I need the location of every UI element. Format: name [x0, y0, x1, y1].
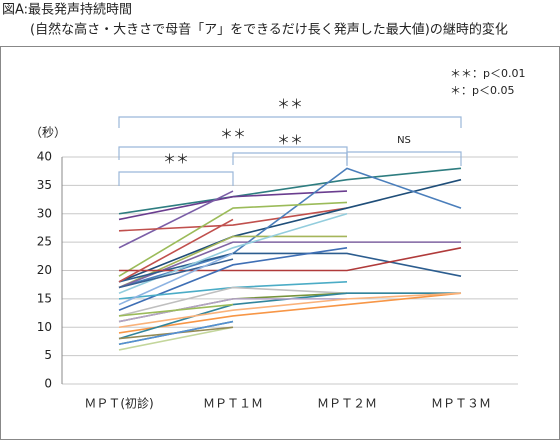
significance-label: NS: [397, 135, 411, 146]
y-tick-label: 25: [37, 235, 52, 249]
x-tick-label: ＭＰＴ２Ｍ: [317, 397, 377, 411]
significance-label: ＊＊: [220, 128, 246, 143]
y-tick-label: 5: [44, 348, 52, 362]
series-line: [118, 218, 234, 283]
chart-frame: [0, 46, 560, 440]
y-tick-label: 15: [37, 291, 52, 305]
series-line: [118, 292, 462, 334]
y-tick-label: 40: [37, 150, 52, 164]
x-tick-label: ＭＰＴ１Ｍ: [203, 397, 263, 411]
y-tick-label: 30: [37, 206, 52, 220]
x-tick-label: ＭＰＴ(初診): [84, 396, 153, 411]
series-line: [118, 178, 462, 283]
series-line: [118, 298, 347, 323]
series-line: [118, 207, 348, 232]
significance-legend: ＊＊：p＜0.01: [450, 67, 525, 80]
series-line: [118, 258, 234, 289]
significance-label: ＊＊: [277, 134, 303, 149]
series-line: [118, 252, 234, 306]
y-tick-label: 35: [37, 178, 52, 192]
significance-bracket: [118, 171, 234, 186]
significance-bracket: [118, 116, 462, 128]
series-line: [118, 201, 348, 277]
significance-label: ＊＊: [163, 153, 189, 168]
chart-subtitle: (自然な高さ・大きさで母音「ア」をできるだけ長く発声した最大値)の継時的変化: [30, 22, 508, 38]
significance-label: ＊＊: [277, 98, 303, 113]
series-line: [118, 303, 234, 317]
series-line: [118, 190, 234, 249]
y-tick-label: 10: [37, 320, 52, 334]
series-line: [118, 241, 461, 289]
series-line: [118, 167, 462, 215]
series-line: [118, 190, 348, 221]
series-line: [118, 320, 234, 346]
series-line: [118, 292, 462, 329]
series-line: [118, 252, 462, 283]
significance-legend: ＊：p＜0.05: [450, 84, 514, 97]
y-axis-label: （秒）: [30, 126, 66, 140]
series-line: [118, 326, 234, 351]
significance-bracket: [346, 151, 462, 166]
y-tick-label: 0: [44, 377, 52, 391]
y-tick-label: 20: [37, 263, 52, 277]
chart-title: 図A:最長発声持続時間: [2, 3, 132, 18]
x-tick-label: ＭＰＴ３Ｍ: [431, 397, 491, 411]
